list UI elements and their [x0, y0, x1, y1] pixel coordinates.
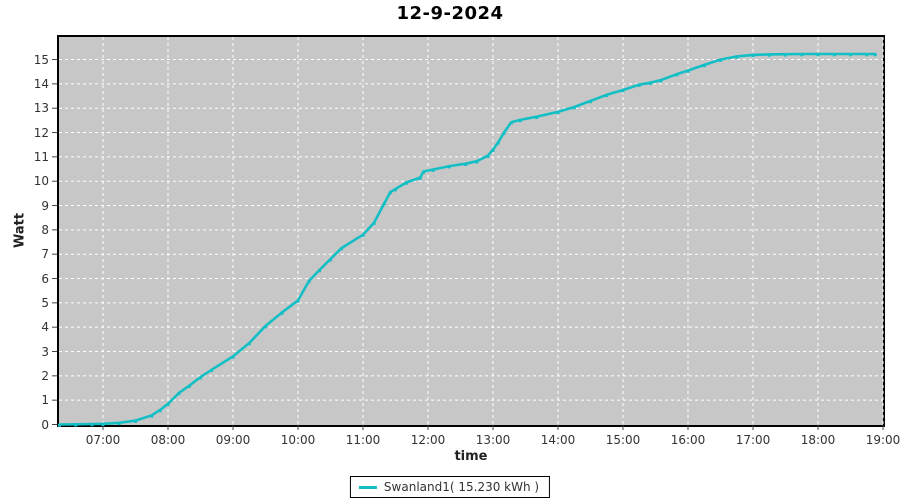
- x-tick-label: 16:00: [670, 433, 706, 447]
- gridlines: [59, 37, 884, 425]
- series-point-markers: [58, 53, 877, 427]
- tick-marks: [52, 59, 884, 430]
- x-tick-label: 19:00: [865, 433, 900, 447]
- y-tick-label: 6: [41, 271, 49, 286]
- x-tick-label: 09:00: [215, 433, 251, 447]
- y-tick-label: 2: [41, 368, 49, 383]
- x-tick-label: 18:00: [800, 433, 836, 447]
- x-tick-label: 11:00: [345, 433, 381, 447]
- plot-area: [52, 35, 885, 430]
- x-tick-label: 10:00: [280, 433, 316, 447]
- y-tick-label: 1: [41, 393, 49, 408]
- y-tick-label: 14: [33, 76, 49, 91]
- y-tick-label: 0: [41, 417, 49, 432]
- y-tick-label: 13: [33, 101, 49, 116]
- y-tick-label: 4: [41, 320, 49, 335]
- legend: Swanland1( 15.230 kWh ): [349, 476, 551, 498]
- x-tick-label: 08:00: [150, 433, 186, 447]
- y-tick-label: 7: [41, 247, 49, 262]
- y-tick-label: 12: [33, 125, 49, 140]
- y-tick-label: 15: [33, 52, 49, 67]
- x-tick-label: 14:00: [540, 433, 576, 447]
- x-tick-label: 17:00: [735, 433, 771, 447]
- y-tick-label: 8: [41, 222, 49, 237]
- x-tick-label: 13:00: [475, 433, 511, 447]
- y-tick-label: 3: [41, 344, 49, 359]
- y-tick-label: 11: [33, 149, 49, 164]
- x-tick-label: 15:00: [605, 433, 641, 447]
- x-tick-label: 07:00: [85, 433, 121, 447]
- x-axis-label: time: [454, 449, 488, 464]
- y-tick-label: 9: [41, 198, 49, 213]
- legend-label: Swanland1( 15.230 kWh ): [383, 480, 540, 494]
- chart-title: 12-9-2024: [396, 3, 504, 24]
- series-line: [58, 52, 877, 426]
- plot-svg: [52, 37, 884, 430]
- legend-line-swatch: [358, 485, 377, 489]
- y-tick-label: 5: [41, 295, 49, 310]
- y-tick-label: 10: [33, 174, 49, 189]
- x-tick-label: 12:00: [410, 433, 446, 447]
